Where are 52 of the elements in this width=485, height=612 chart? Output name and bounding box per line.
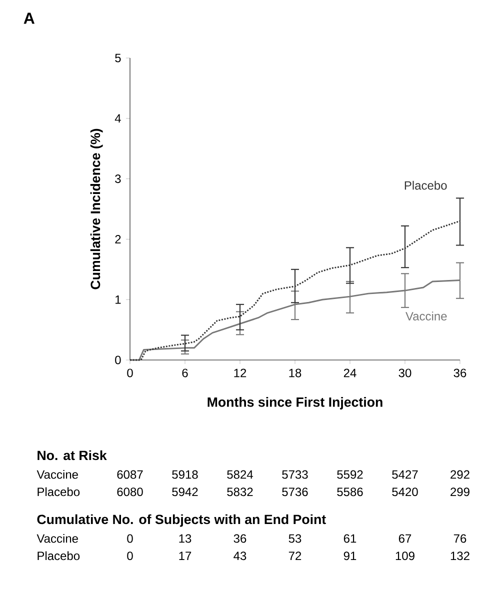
x-tick-label: 6 <box>182 368 188 378</box>
x-tick-label: 0 <box>127 368 133 378</box>
text: Vaccine <box>36 470 78 479</box>
y-tick-label: 0 <box>115 356 121 364</box>
text: 5592 <box>337 470 363 479</box>
y-tick-label: 5 <box>115 54 121 62</box>
text: A <box>24 12 34 24</box>
text: 5736 <box>282 488 308 496</box>
y-tick-label: 4 <box>114 114 121 123</box>
text: 5420 <box>392 488 418 496</box>
text: 5918 <box>172 470 198 479</box>
text: 72 <box>288 552 302 560</box>
text: 5427 <box>392 470 418 479</box>
text: No. at Risk <box>38 450 107 460</box>
text: 61 <box>344 534 356 543</box>
x-tick-label: 36 <box>454 368 466 378</box>
x-tick-label: 30 <box>398 368 412 378</box>
text: 5942 <box>172 488 198 496</box>
text: 67 <box>398 534 412 543</box>
text: Vaccine <box>36 534 78 543</box>
series-label: Vaccine <box>406 312 447 320</box>
y-axis-title: Cumulative Incidence (%) <box>90 128 103 290</box>
text: 76 <box>454 534 466 543</box>
text: Placebo <box>38 551 80 560</box>
text: 53 <box>288 534 302 543</box>
text: 5832 <box>227 488 253 496</box>
text: 299 <box>450 488 470 496</box>
y-tick-label: 3 <box>115 174 121 184</box>
y-tick-label: 2 <box>115 235 121 244</box>
text: 13 <box>179 534 192 543</box>
text: 17 <box>179 552 192 560</box>
y-tick-label: 1 <box>116 295 121 304</box>
text: 292 <box>450 470 470 479</box>
text: 43 <box>234 552 246 560</box>
text: 132 <box>450 552 470 560</box>
text: 5586 <box>337 488 363 496</box>
text: Placebo <box>404 180 447 190</box>
text: 36 <box>234 534 246 543</box>
text: 5733 <box>282 470 308 479</box>
text: 6080 <box>117 488 143 496</box>
text: Cumulative No. of Subjects with an End Point <box>37 514 326 527</box>
text: 0 <box>127 534 133 543</box>
text: Placebo <box>38 487 80 496</box>
text: 91 <box>344 552 356 560</box>
x-tick-label: 12 <box>234 368 246 378</box>
text: 6087 <box>117 470 143 479</box>
text: 0 <box>127 552 133 560</box>
text: 109 <box>396 552 414 560</box>
text: 5824 <box>227 470 253 479</box>
x-axis-title: Months since First Injection <box>208 397 382 410</box>
x-tick-label: 24 <box>344 368 356 378</box>
x-tick-label: 18 <box>289 368 302 378</box>
